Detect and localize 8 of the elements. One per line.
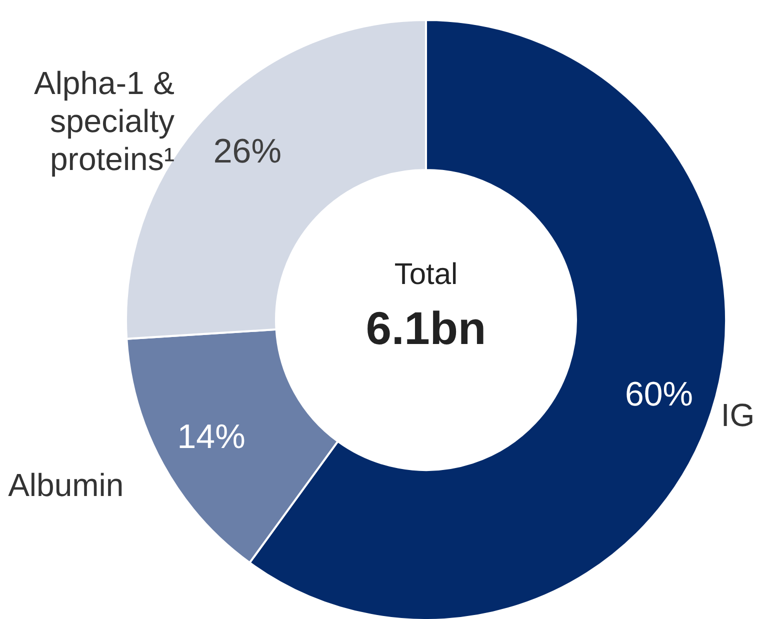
slice-label: Albumin	[8, 467, 124, 504]
data-label: 60%	[624, 376, 694, 414]
text: 6.1bn	[366, 302, 486, 354]
slice-label: IG	[720, 396, 755, 433]
data-label: 26%	[213, 132, 282, 170]
data-label: 14%	[177, 418, 246, 456]
slice-label: Alpha-1 & specialty proteins¹	[34, 64, 175, 177]
text: Total	[394, 258, 458, 291]
